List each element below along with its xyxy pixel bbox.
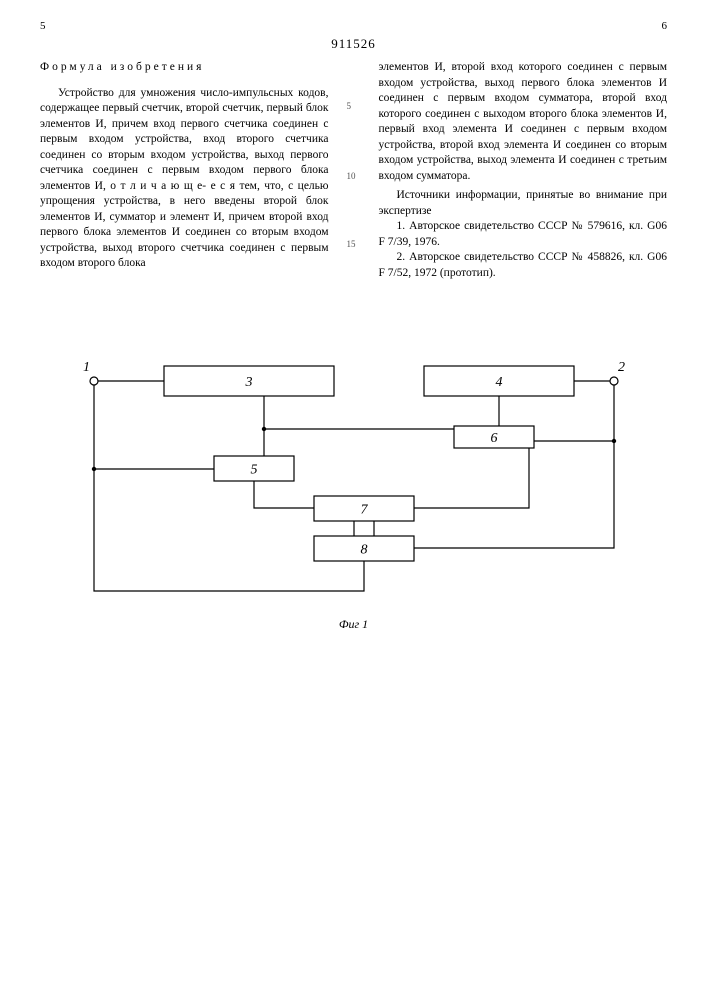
svg-text:2: 2 (618, 360, 625, 375)
line-num-10: 10 (347, 170, 356, 182)
page-num-right: 6 (662, 20, 668, 32)
svg-text:1: 1 (83, 360, 90, 375)
svg-text:7: 7 (360, 503, 368, 518)
svg-text:6: 6 (490, 431, 497, 446)
svg-text:4: 4 (495, 375, 502, 390)
diagram-container: 1 2 3 4 5 6 7 8 (40, 321, 667, 611)
left-paragraph: Устройство для умножения число-импульсны… (40, 86, 329, 272)
line-num-5: 5 (347, 100, 352, 112)
svg-text:8: 8 (360, 543, 367, 558)
svg-text:3: 3 (244, 375, 252, 390)
source-2: 2. Авторское свидетельство СССР № 458826… (379, 250, 668, 281)
document-number: 911526 (40, 36, 667, 52)
left-column: Формула изобретения Устройство для умнож… (40, 60, 329, 281)
sources-title: Источники информации, принятые во вниман… (379, 188, 668, 219)
line-num-15: 15 (347, 238, 356, 250)
figure-caption: Фиг 1 (40, 617, 667, 632)
formula-title: Формула изобретения (40, 60, 329, 76)
page-num-left: 5 (40, 20, 46, 32)
text-columns: Формула изобретения Устройство для умнож… (40, 60, 667, 281)
block-diagram: 1 2 3 4 5 6 7 8 (54, 321, 654, 611)
right-paragraph: элементов И, второй вход которого соедин… (379, 60, 668, 184)
svg-text:5: 5 (250, 463, 257, 478)
right-column: элементов И, второй вход которого соедин… (379, 60, 668, 281)
source-1: 1. Авторское свидетельство СССР № 579616… (379, 219, 668, 250)
line-number-gutter: 5 10 15 (347, 60, 361, 281)
